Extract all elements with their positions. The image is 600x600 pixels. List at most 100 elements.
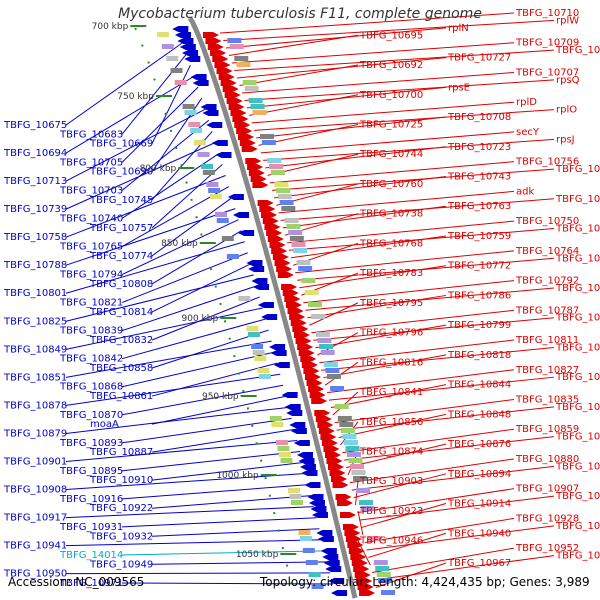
reverse-gene-label: TBFG_10949 (89, 559, 153, 570)
callout-line (360, 503, 447, 529)
cog-category-block (234, 56, 249, 61)
forward-gene-arrow (264, 224, 281, 230)
cog-category-block (201, 164, 214, 169)
cog-category-block (301, 278, 316, 283)
callout-line (246, 86, 447, 109)
forward-gene-label: TBFG_10903 (359, 476, 423, 487)
forward-gene-arrow (276, 266, 293, 272)
reverse-gene-arrow (290, 428, 307, 434)
callout-line (336, 406, 555, 431)
forward-gene-label: TBFG_10848 (447, 409, 511, 420)
reverse-gene-arrow (284, 404, 301, 410)
cog-category-block (277, 194, 292, 199)
reverse-gene-label: TBFG_10832 (89, 335, 153, 346)
cog-category-block (358, 500, 373, 505)
callout-line (121, 550, 325, 556)
reverse-gene-label: TBFG_10941 (3, 541, 67, 552)
tick-label: 850 kbp (161, 239, 198, 249)
callout-line (251, 101, 515, 124)
forward-gene-arrow (247, 164, 264, 170)
tick-label: 1000 kbp (216, 471, 259, 481)
forward-gene-arrow (250, 176, 267, 182)
callout-line (344, 436, 555, 461)
callout-line (265, 146, 447, 169)
callout-line (366, 525, 555, 551)
cog-category-block (378, 578, 393, 583)
forward-gene-arrow (274, 260, 291, 266)
forward-gene-label: rplD (516, 97, 537, 108)
cog-category-block (193, 140, 206, 145)
forward-gene-label: TBFG_10894 (447, 469, 511, 480)
forward-gene-label: TBFG_10914 (447, 499, 511, 510)
cog-category-block (156, 32, 169, 37)
forward-gene-arrow (315, 416, 332, 422)
callout-line (121, 517, 317, 528)
forward-gene-arrow (248, 170, 265, 176)
forward-gene-arrow (236, 128, 253, 134)
cog-category-block (375, 566, 390, 571)
cog-category-block (242, 80, 257, 85)
forward-gene-arrow (259, 206, 276, 212)
callout-line (65, 108, 206, 182)
cog-category-block (299, 536, 312, 541)
forward-gene-arrow (353, 566, 370, 572)
cog-category-block (260, 134, 275, 139)
forward-gene-label: TBFG_10795 (359, 298, 423, 309)
forward-gene-label: TBFG_10744 (359, 149, 423, 160)
cog-category-block (209, 194, 222, 199)
forward-gene-arrow (293, 332, 310, 338)
callout-line (323, 354, 447, 379)
callout-line (241, 71, 515, 94)
forward-gene-arrow (214, 62, 231, 68)
forward-gene-arrow (320, 434, 337, 440)
reverse-gene-arrow (304, 482, 321, 488)
callout-line (338, 413, 447, 439)
cog-category-block (258, 374, 271, 379)
forward-gene-arrow (266, 230, 283, 236)
reverse-gene-label: TBFG_10774 (89, 251, 153, 262)
forward-gene-arrow (222, 86, 239, 92)
cog-category-block (252, 110, 267, 115)
callout-line (121, 484, 309, 500)
callout-line (65, 175, 226, 238)
reverse-gene-label: TBFG_10669 (89, 139, 153, 150)
forward-gene-label: TBFG_10796 (359, 328, 423, 339)
callout-line (249, 94, 359, 116)
forward-gene-arrow (220, 80, 237, 86)
cog-category-block (302, 548, 315, 553)
cog-category-block (307, 302, 322, 307)
forward-gene-label: TBFG_10856 (359, 417, 423, 428)
forward-gene-arrow (271, 248, 288, 254)
callout-line (121, 351, 275, 388)
callout-line (319, 339, 515, 364)
forward-gene-arrow (257, 200, 274, 206)
reverse-gene-label: TBFG_10839 (59, 326, 123, 337)
callout-line (65, 208, 236, 266)
cog-category-block (340, 428, 355, 433)
reverse-gene-label: TBFG_10950 (3, 569, 67, 580)
reverse-gene-label: TBFG_10878 (3, 400, 67, 411)
callout-line (321, 346, 555, 371)
forward-gene-arrow (205, 38, 222, 44)
forward-gene-arrow (290, 320, 307, 326)
callout-line (151, 495, 312, 509)
forward-gene-label: TBFG_10727 (447, 53, 511, 64)
forward-gene-label: TBFG_10750 (515, 216, 579, 227)
forward-gene-label: TBFG_10911 (555, 491, 600, 502)
cog-category-block (166, 56, 179, 61)
cog-category-block (293, 248, 308, 253)
cog-category-block (284, 218, 299, 223)
cog-category-block (188, 122, 201, 127)
cog-category-block (334, 404, 349, 409)
reverse-gene-label: TBFG_10739 (3, 204, 67, 215)
forward-gene-label: TBFG_10865 (555, 432, 600, 443)
reverse-gene-label: TBFG_10932 (89, 531, 153, 542)
forward-gene-arrow (321, 440, 338, 446)
reverse-gene-label: TBFG_10694 (3, 148, 67, 159)
callout-line (234, 49, 555, 71)
callout-line (220, 12, 515, 34)
reverse-gene-arrow (299, 464, 316, 470)
forward-gene-arrow (269, 242, 286, 248)
callout-line (151, 462, 303, 481)
